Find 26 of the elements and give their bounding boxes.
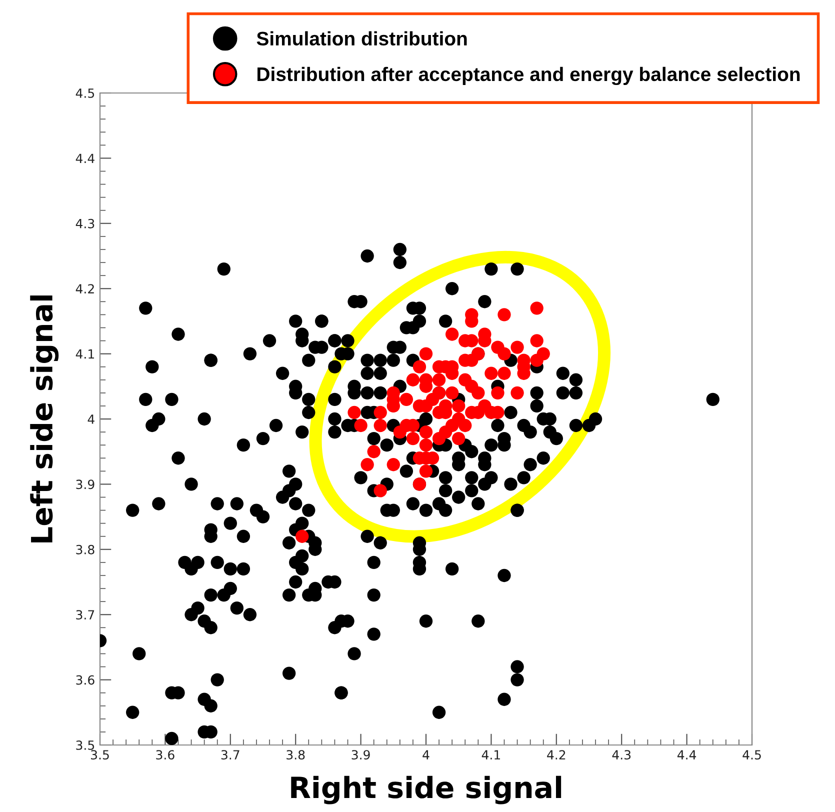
x-tick-label: 3.8 [286, 750, 305, 760]
y-tick-label: 4.1 [76, 349, 94, 359]
y-tick-label: 4.5 [76, 88, 94, 98]
y-tick-label: 3.9 [76, 480, 94, 490]
y-tick-label: 3.6 [76, 675, 94, 685]
y-tick-label: 4.2 [76, 284, 94, 294]
x-tick-label: 3.9 [352, 750, 370, 760]
y-axis-title: Left side signal [30, 295, 59, 542]
y-tick-label: 4.4 [76, 154, 94, 163]
y-tick-label: 3.7 [76, 610, 94, 620]
x-tick-label: 3.6 [156, 750, 174, 760]
x-tick-label: 4.1 [482, 750, 500, 760]
x-axis-title: Right side signal [291, 776, 562, 804]
x-tick-label: 4.3 [612, 750, 631, 760]
x-tick-label: 4 [422, 750, 430, 760]
x-tick-label: 4.5 [742, 750, 761, 760]
legend-label: Distribution after acceptance and energy balance selection [258, 66, 800, 86]
x-tick-label: 4.4 [677, 750, 696, 760]
y-tick-label: 4.3 [76, 218, 94, 228]
x-tick-label: 3.7 [221, 750, 240, 760]
legend-label: Simulation distribution [256, 31, 467, 46]
y-tick-label: 3.5 [76, 740, 94, 750]
y-tick-label: 4 [88, 414, 94, 424]
y-tick-label: 3.8 [76, 544, 94, 554]
x-tick-label: 4.2 [547, 750, 566, 760]
x-tick-label: 3.5 [91, 750, 109, 760]
